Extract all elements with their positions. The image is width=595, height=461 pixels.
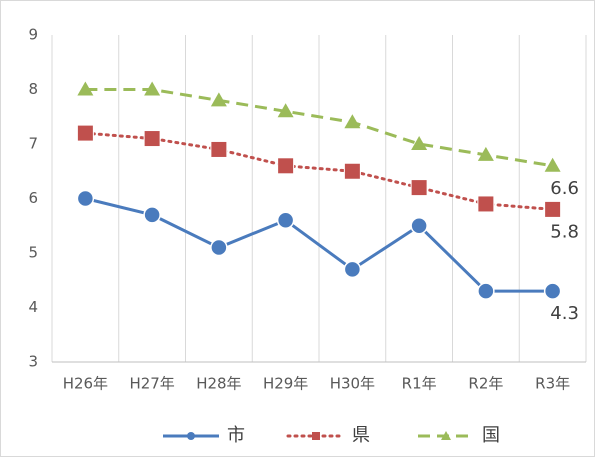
- y-tick-label: 4: [28, 298, 38, 316]
- series-line: [83, 131, 555, 211]
- point: [477, 146, 494, 161]
- x-tick-label: H28年: [196, 375, 241, 393]
- data-label: 5.8: [550, 221, 579, 242]
- point: [343, 162, 361, 180]
- legend-marker: [187, 432, 195, 440]
- legend-label: 市: [227, 425, 245, 446]
- y-tick-label: 8: [28, 80, 38, 98]
- legend-label: 国: [482, 425, 500, 446]
- point: [277, 157, 295, 175]
- point: [477, 195, 495, 213]
- point: [543, 282, 562, 300]
- data-label: 6.6: [550, 178, 579, 199]
- point: [277, 103, 294, 118]
- point: [144, 81, 161, 96]
- point: [477, 282, 495, 300]
- point: [143, 206, 161, 224]
- point: [410, 179, 428, 197]
- point: [276, 211, 295, 230]
- point: [544, 200, 562, 218]
- point: [411, 136, 428, 150]
- x-tick-label: H30年: [330, 375, 375, 393]
- point: [76, 189, 95, 208]
- legend-marker: [441, 431, 451, 440]
- point: [343, 260, 362, 279]
- y-tick-label: 9: [28, 26, 38, 44]
- x-tick-label: H26年: [63, 375, 108, 393]
- x-tick-label: H27年: [129, 375, 174, 393]
- point: [344, 114, 361, 129]
- y-tick-label: 3: [28, 353, 38, 371]
- x-tick-label: H29年: [263, 375, 308, 393]
- y-tick-label: 6: [28, 189, 38, 207]
- x-tick-label: R2年: [468, 375, 503, 393]
- legend-marker: [312, 432, 320, 440]
- point: [210, 238, 228, 257]
- legend-label: 県: [352, 425, 370, 446]
- x-tick-label: R3年: [535, 375, 570, 393]
- point: [76, 124, 94, 142]
- point: [143, 130, 161, 148]
- point: [544, 157, 561, 172]
- point: [210, 92, 227, 107]
- y-tick-label: 7: [28, 135, 38, 153]
- data-label: 4.3: [550, 303, 579, 324]
- point: [77, 81, 94, 96]
- series-line: [85, 197, 553, 293]
- x-tick-label: R1年: [402, 375, 437, 393]
- point: [210, 140, 228, 158]
- y-tick-label: 5: [28, 244, 38, 262]
- series-line: [85, 88, 553, 168]
- point: [410, 217, 428, 235]
